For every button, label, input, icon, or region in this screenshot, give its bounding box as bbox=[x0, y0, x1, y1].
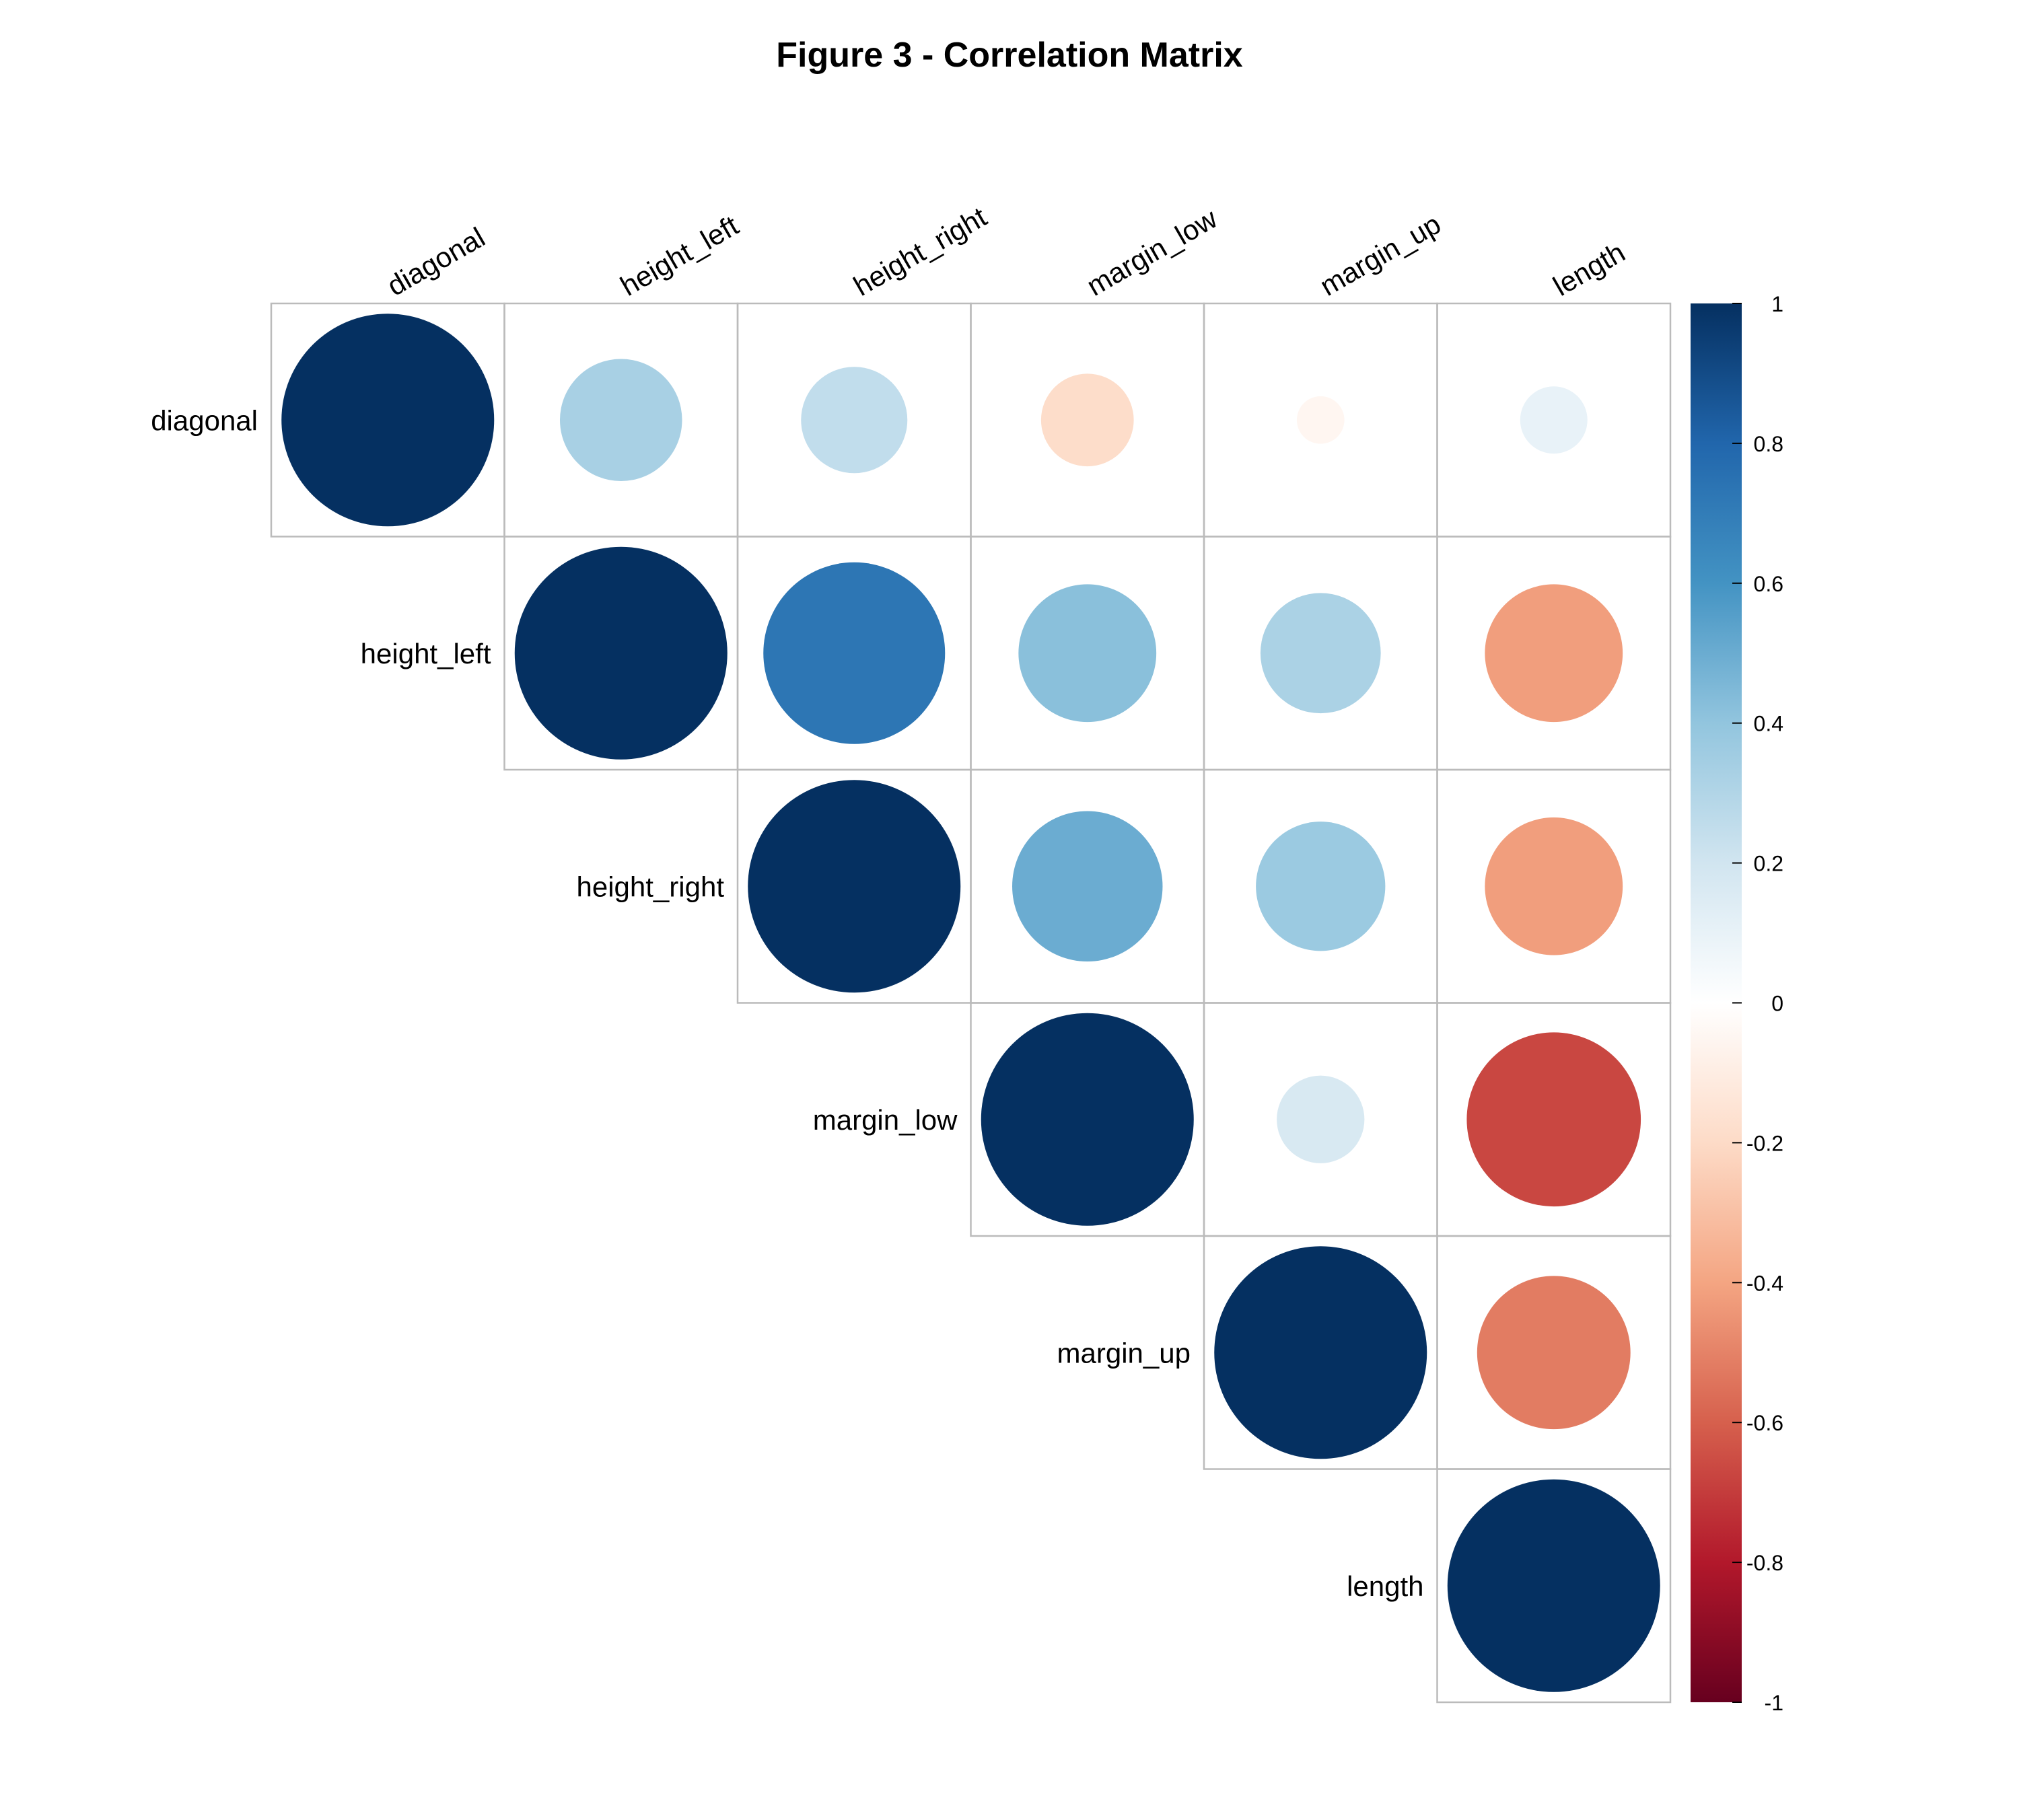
column-label-margin_low: margin_low bbox=[1082, 202, 1223, 301]
correlation-circle-diagonal-height_right bbox=[801, 367, 908, 474]
correlation-circle-diagonal-length bbox=[1520, 386, 1588, 454]
colorbar-tick-label: 0.6 bbox=[1754, 572, 1783, 596]
colorbar-tick-label: -0.6 bbox=[1746, 1411, 1783, 1435]
correlation-circle-height_right-height_right bbox=[748, 780, 961, 993]
correlation-circle-height_left-margin_low bbox=[1018, 584, 1157, 723]
correlation-circle-margin_up-margin_up bbox=[1214, 1246, 1427, 1459]
colorbar-tick-label: -1 bbox=[1765, 1691, 1783, 1715]
correlation-circle-height_left-margin_up bbox=[1260, 593, 1381, 714]
column-label-margin_up: margin_up bbox=[1314, 208, 1446, 302]
colorbar-tick-label: 1 bbox=[1771, 292, 1783, 316]
correlation-circle-margin_up-length bbox=[1477, 1276, 1631, 1430]
correlation-circle-margin_low-margin_up bbox=[1277, 1075, 1365, 1163]
colorbar-tick-label: 0 bbox=[1771, 992, 1783, 1016]
column-label-height_left: height_left bbox=[615, 209, 744, 302]
colorbar-tick-label: 0.8 bbox=[1754, 432, 1783, 456]
colorbar-tick-label: -0.8 bbox=[1746, 1551, 1783, 1575]
matrix-circles bbox=[281, 314, 1660, 1692]
column-label-length: length bbox=[1548, 236, 1631, 302]
row-label-length: length bbox=[1347, 1570, 1423, 1602]
correlation-circle-height_right-margin_up bbox=[1256, 822, 1386, 951]
matrix-cell bbox=[1436, 1468, 1672, 1704]
colorbar-tick-label: 0.2 bbox=[1754, 852, 1783, 876]
correlation-circle-height_right-margin_low bbox=[1012, 811, 1163, 961]
correlation-circle-margin_low-length bbox=[1466, 1032, 1641, 1207]
row-label-height_right: height_right bbox=[577, 871, 725, 902]
column-label-height_right: height_right bbox=[848, 201, 992, 302]
correlation-circle-diagonal-diagonal bbox=[281, 314, 495, 527]
row-label-height_left: height_left bbox=[361, 638, 491, 669]
colorbar-tick-label: -0.4 bbox=[1746, 1271, 1783, 1295]
correlation-circle-diagonal-height_left bbox=[559, 359, 682, 482]
correlation-circle-diagonal-margin_up bbox=[1296, 396, 1345, 444]
correlation-circle-length-length bbox=[1447, 1479, 1660, 1692]
row-label-diagonal: diagonal bbox=[151, 404, 258, 436]
matrix-grid bbox=[270, 302, 1672, 1704]
correlation-circle-height_left-height_left bbox=[514, 546, 728, 760]
chart-title: Figure 3 - Correlation Matrix bbox=[776, 36, 1243, 75]
column-label-diagonal: diagonal bbox=[382, 221, 490, 302]
correlation-circle-height_left-length bbox=[1485, 584, 1623, 723]
row-label-margin_low: margin_low bbox=[813, 1104, 958, 1136]
colorbar-tick-label: 0.4 bbox=[1754, 712, 1783, 736]
colorbar-tick-label: -0.2 bbox=[1746, 1131, 1783, 1155]
row-label-margin_up: margin_up bbox=[1057, 1337, 1191, 1369]
correlation-circle-height_right-length bbox=[1485, 817, 1623, 955]
correlation-circle-diagonal-margin_low bbox=[1040, 373, 1134, 467]
correlation-circle-height_left-height_right bbox=[763, 562, 946, 744]
correlation-circle-margin_low-margin_low bbox=[981, 1013, 1194, 1226]
